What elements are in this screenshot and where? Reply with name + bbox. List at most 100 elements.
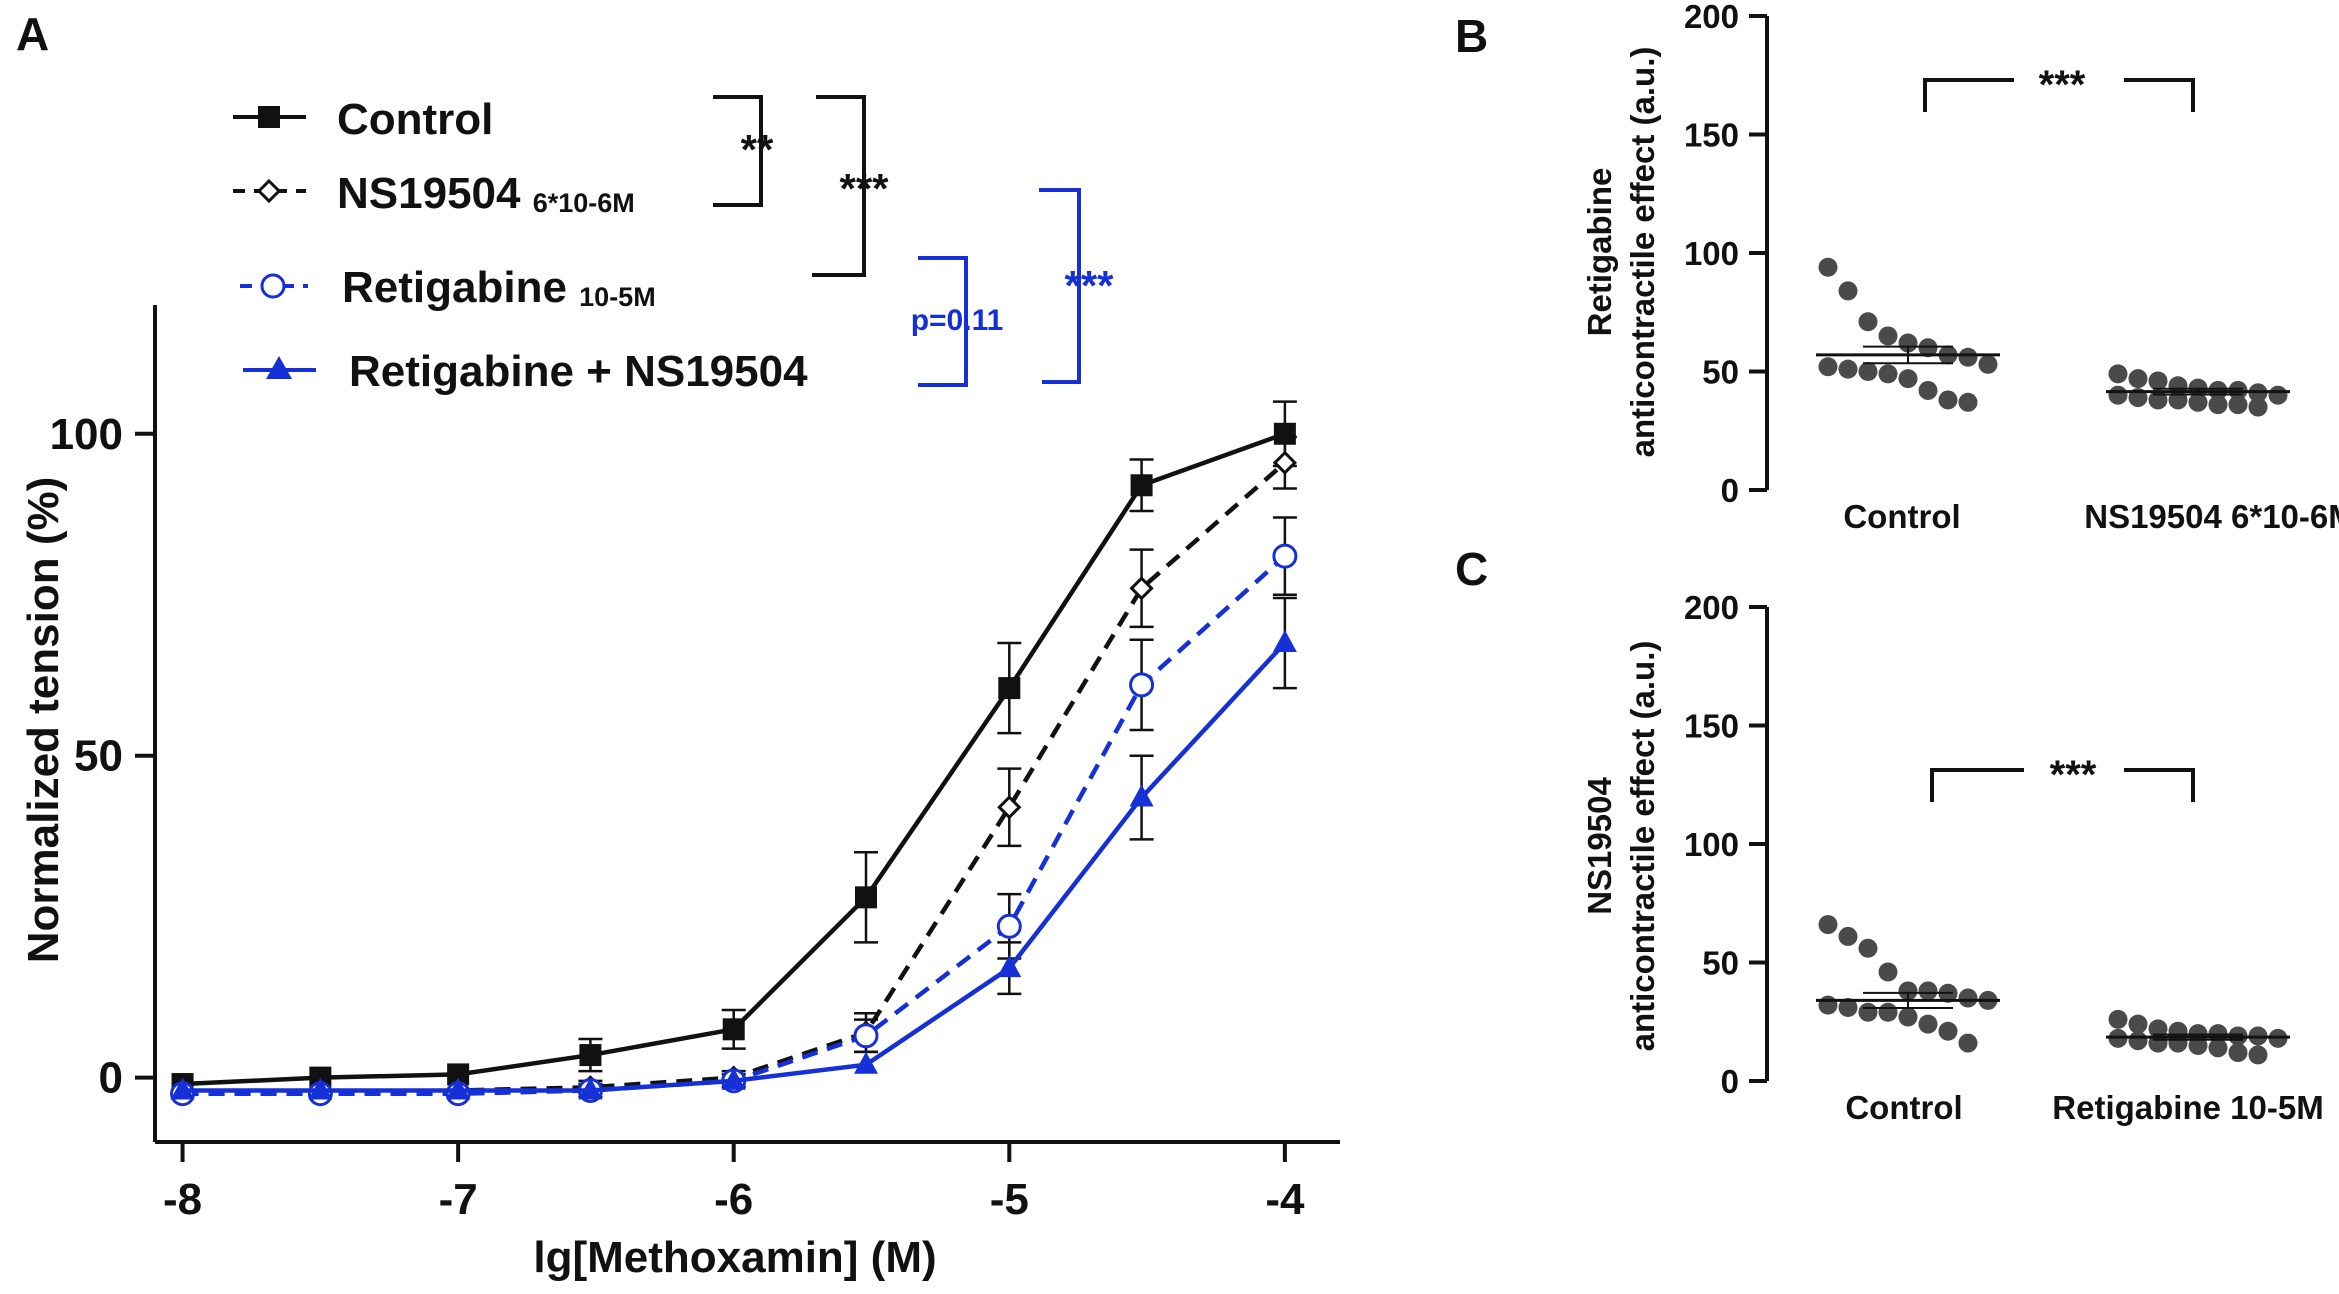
panel-a-y-label: Normalized tension (%) — [19, 477, 68, 964]
data-point — [1858, 312, 1878, 332]
y-tick-label: 50 — [1702, 945, 1739, 982]
legend-control: Control — [233, 95, 493, 144]
series-triangle — [170, 596, 1297, 1100]
legend: Control NS19504 6*10-6M Retigabine 10-5M… — [233, 95, 808, 396]
data-point — [1858, 362, 1878, 381]
data-point — [2128, 1031, 2148, 1051]
y-tick-label: 50 — [74, 732, 123, 781]
panel-label-b: B — [1455, 10, 1488, 62]
panel-b: 0 50 100 150 200 *** Control NS19504 6*10-6M… — [1581, 0, 2339, 535]
series-square — [171, 400, 1297, 1096]
legend-retigabine-conc: 10-5M — [579, 282, 656, 312]
bracket-retigabine-vs-combination-label: p=0.11 — [911, 304, 1004, 337]
panel-label-a: A — [16, 8, 49, 60]
panel-c-ticks: 0 50 100 150 200 — [1684, 589, 1767, 1100]
legend-ns19504-conc: 6*10-6M — [533, 188, 635, 218]
data-point — [1838, 281, 1858, 301]
data-point — [2128, 369, 2148, 389]
data-point — [1918, 380, 1938, 400]
data-point — [308, 1077, 333, 1100]
panel-b-y-label-line1: Retigabine — [1581, 168, 1618, 337]
data-point — [2108, 385, 2128, 405]
data-point — [855, 886, 877, 909]
panel-b-bracket-left — [1923, 78, 2014, 112]
data-point — [1858, 938, 1878, 958]
y-tick-label: 150 — [1684, 117, 1739, 154]
panel-a-series — [170, 400, 1298, 1107]
x-tick-label: -7 — [439, 1175, 478, 1224]
data-point — [1878, 364, 1898, 384]
panel-c-significance: *** — [2050, 753, 2097, 797]
data-point — [854, 1051, 878, 1074]
panel-c-bracket-right — [2124, 768, 2195, 802]
data-point — [1818, 995, 1838, 1015]
data-point — [1938, 1021, 1958, 1041]
legend-ns19504: NS19504 6*10-6M — [233, 169, 635, 218]
data-point — [1898, 333, 1918, 353]
data-point — [446, 1077, 471, 1100]
data-point — [1838, 998, 1858, 1018]
data-point — [1272, 450, 1298, 475]
data-point — [1838, 926, 1858, 946]
panel-b-bracket-right — [2124, 78, 2195, 112]
data-point — [1958, 392, 1978, 412]
data-point — [2108, 1009, 2128, 1029]
legend-combination-label: Retigabine + NS19504 — [349, 347, 808, 396]
significance-brackets: ** *** p=0.11 *** — [713, 95, 1114, 387]
bracket-control-vs-retigabine-label: *** — [839, 165, 889, 212]
data-point — [997, 955, 1022, 978]
data-point — [996, 913, 1022, 939]
bracket-ns19504-vs-combination-label: *** — [1064, 262, 1114, 309]
y-tick-label: 150 — [1684, 708, 1739, 745]
data-point — [998, 677, 1021, 700]
bracket-ns19504-vs-combination — [1039, 188, 1081, 384]
data-point — [1858, 1002, 1878, 1022]
y-tick-label: 0 — [1721, 472, 1739, 509]
data-point — [1958, 347, 1978, 367]
legend-combination-marker — [266, 356, 292, 379]
data-point — [447, 1063, 470, 1086]
y-tick-label: 200 — [1684, 0, 1739, 35]
panel-b-ticks: 0 50 100 150 200 — [1684, 0, 1767, 509]
panel-b-points — [1816, 257, 2290, 417]
data-point — [1129, 784, 1154, 807]
data-point — [1129, 672, 1155, 698]
panel-a-axes — [153, 305, 1340, 1144]
panel-label-c: C — [1455, 543, 1488, 595]
data-point — [2208, 395, 2228, 415]
panel-c-bracket-left — [1930, 768, 2024, 802]
dot-group — [1816, 915, 2000, 1053]
x-tick-label: -4 — [1265, 1175, 1305, 1224]
data-point — [1130, 474, 1153, 497]
data-point — [2128, 1014, 2148, 1034]
legend-ns19504-name: NS19504 — [337, 169, 533, 218]
y-tick-label: 0 — [99, 1054, 123, 1103]
data-point — [1272, 630, 1297, 653]
legend-ns19504-label: NS19504 6*10-6M — [337, 169, 635, 218]
y-tick-label: 200 — [1684, 589, 1739, 626]
series-line — [182, 461, 1287, 1096]
legend-retigabine-marker — [260, 273, 286, 299]
data-point — [1818, 357, 1838, 377]
bracket-control-vs-retigabine — [812, 95, 866, 277]
legend-retigabine-name: Retigabine — [342, 263, 579, 312]
data-point — [1978, 354, 1998, 374]
data-point — [1273, 422, 1296, 445]
data-point — [1878, 962, 1898, 982]
data-point — [1918, 1014, 1938, 1034]
data-point — [1129, 576, 1154, 601]
data-point — [997, 795, 1022, 820]
data-point — [853, 1023, 879, 1049]
data-point — [2168, 390, 2188, 410]
legend-control-marker — [258, 106, 280, 128]
data-point — [1898, 1007, 1918, 1027]
data-point — [1838, 359, 1858, 379]
panel-c: 0 50 100 150 200 *** Control Retigabine 10-5… — [1581, 589, 2324, 1126]
legend-retigabine-label: Retigabine 10-5M — [342, 263, 656, 312]
data-point — [1272, 543, 1298, 569]
data-point — [2148, 390, 2168, 410]
data-point — [2208, 1038, 2228, 1058]
data-point — [2248, 397, 2268, 417]
